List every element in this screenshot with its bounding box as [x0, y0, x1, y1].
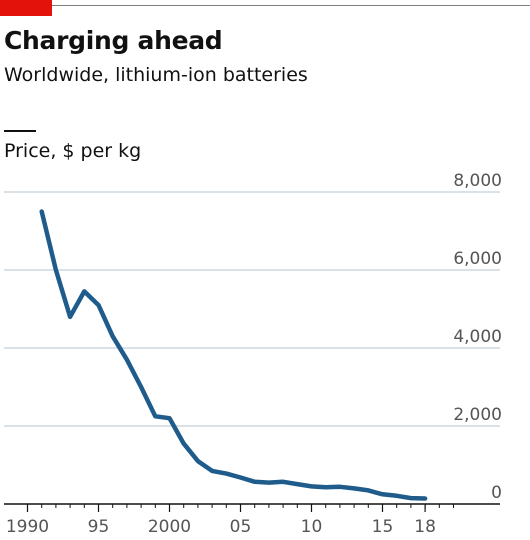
gridlines	[4, 191, 500, 427]
y-tick-label: 0	[491, 483, 502, 503]
x-tick-label: 18	[414, 517, 436, 537]
chart-title: Charging ahead	[4, 26, 223, 55]
x-tick-label: 05	[230, 517, 252, 537]
y-tick-label: 8,000	[453, 171, 502, 191]
y-tick-label: 2,000	[453, 405, 502, 425]
y-axis-label: Price, $ per kg	[4, 140, 142, 162]
x-tick-label: 95	[88, 517, 110, 537]
chart-subtitle: Worldwide, lithium-ion batteries	[4, 64, 308, 86]
x-tick-label: 10	[301, 517, 323, 537]
top-rule	[0, 5, 530, 6]
y-tick-label: 6,000	[453, 249, 502, 269]
y-tick-labels: 0 2,000 4,000 6,000 8,000	[453, 171, 502, 503]
x-tick-label: 2000	[148, 517, 191, 537]
x-tick-label: 15	[372, 517, 394, 537]
y-tick-label: 4,000	[453, 327, 502, 347]
series-line-0	[39, 209, 428, 501]
unit-rule	[4, 130, 36, 132]
series-layer	[39, 209, 428, 501]
x-tick-label: 1990	[6, 517, 49, 537]
brand-tag	[0, 0, 52, 16]
x-axis: 1990 95 2000 05 10 15 18	[4, 503, 500, 537]
